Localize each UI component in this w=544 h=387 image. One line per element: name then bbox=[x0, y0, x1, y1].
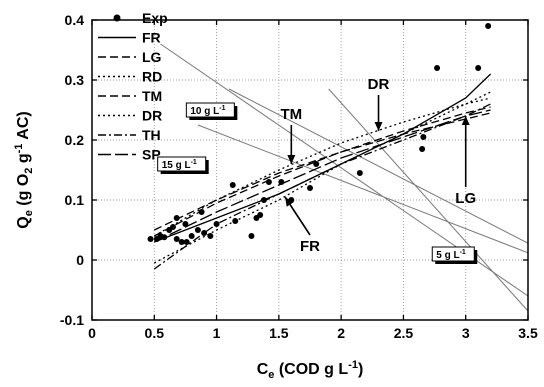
guide-line bbox=[228, 88, 529, 244]
annotation-label: TM bbox=[280, 106, 302, 123]
arrow-head bbox=[285, 197, 294, 207]
experimental-points bbox=[147, 23, 492, 245]
data-point bbox=[213, 221, 220, 227]
data-point bbox=[419, 146, 426, 152]
annotation-lg: LG bbox=[455, 116, 476, 207]
legend-item-rd: RD bbox=[98, 69, 162, 85]
legend-label: RD bbox=[142, 69, 162, 85]
arrow-head bbox=[287, 155, 296, 164]
box-frame bbox=[431, 246, 475, 262]
annotation-label: DR bbox=[368, 76, 390, 93]
series-line-sp bbox=[154, 109, 491, 243]
data-point bbox=[201, 230, 208, 236]
annotation-fr: FR bbox=[284, 196, 320, 255]
box-frame bbox=[157, 156, 207, 172]
x-tick-label: 0.5 bbox=[145, 325, 165, 341]
legend-item-fr: FR bbox=[98, 30, 161, 46]
legend-label: DR bbox=[142, 108, 162, 124]
box-label: 5 g L-1 bbox=[436, 249, 466, 261]
x-tick-label: 3.5 bbox=[518, 325, 538, 341]
x-tick-label: 1.5 bbox=[269, 325, 289, 341]
data-point bbox=[232, 218, 239, 224]
data-point bbox=[278, 179, 285, 185]
data-point bbox=[198, 209, 205, 215]
series-line-tm bbox=[153, 106, 491, 237]
data-point bbox=[173, 236, 180, 242]
axis-ticks: 0 0.5 1 1.5 2 2.5 3 3.5-0.100.10.20.30.4 bbox=[60, 12, 538, 341]
box-label: 10 g L-1 bbox=[190, 105, 225, 117]
legend-label: SP bbox=[142, 147, 161, 163]
arrow-head bbox=[461, 116, 470, 125]
y-tick-label: 0.4 bbox=[65, 12, 85, 28]
data-point bbox=[356, 170, 363, 176]
data-point bbox=[194, 227, 201, 233]
legend-item-exp: Exp bbox=[113, 10, 168, 26]
concentration-label: 15 g L-1 bbox=[157, 156, 209, 174]
legend-marker bbox=[113, 14, 121, 22]
series-line-th bbox=[153, 103, 491, 270]
x-tick-label: 2.5 bbox=[394, 325, 414, 341]
data-point bbox=[178, 239, 185, 245]
legend-label: Exp bbox=[142, 10, 168, 26]
legend-label: FR bbox=[142, 30, 161, 46]
concentration-labels: 10 g L-1 15 g L-1 5 g L-1 bbox=[157, 102, 478, 264]
data-point bbox=[260, 197, 267, 203]
concentration-label: 5 g L-1 bbox=[431, 246, 478, 264]
data-point bbox=[307, 185, 313, 191]
data-point bbox=[257, 212, 264, 218]
series-line-dr bbox=[153, 97, 491, 237]
data-point bbox=[248, 233, 255, 239]
annotation-label: FR bbox=[300, 238, 320, 255]
legend-label: TM bbox=[142, 88, 162, 104]
annotation-tm: TM bbox=[280, 106, 302, 164]
x-tick-label: 3 bbox=[462, 325, 470, 341]
data-point bbox=[229, 182, 236, 188]
concentration-label: 10 g L-1 bbox=[185, 102, 238, 120]
data-point bbox=[265, 179, 272, 185]
data-point bbox=[183, 239, 190, 245]
legend-label: TH bbox=[142, 127, 161, 143]
data-point bbox=[313, 161, 320, 167]
y-tick-label: -0.1 bbox=[60, 312, 84, 328]
plot-frame bbox=[91, 19, 529, 321]
box-frame bbox=[185, 102, 235, 118]
y-tick-label: 0.1 bbox=[65, 192, 85, 208]
guide-lines bbox=[160, 43, 529, 312]
guide-line bbox=[197, 124, 529, 254]
legend-item-sp: SP bbox=[98, 147, 161, 163]
legend: Exp FR LG RD TM DR TH SP bbox=[98, 10, 168, 163]
y-axis-label: Qe (g O2 g-1 AC) bbox=[13, 111, 35, 228]
x-axis-label: Ce (COD g L-1) bbox=[257, 359, 364, 381]
data-point bbox=[169, 224, 176, 230]
arrow-head bbox=[374, 122, 383, 131]
data-point bbox=[161, 234, 168, 241]
legend-item-lg: LG bbox=[98, 49, 162, 65]
data-point bbox=[173, 215, 180, 221]
y-tick-label: 0.3 bbox=[65, 72, 85, 88]
data-point bbox=[207, 233, 214, 239]
data-point bbox=[420, 134, 427, 140]
data-point bbox=[434, 65, 441, 71]
annotation-label: LG bbox=[455, 190, 476, 207]
y-tick-label: 0 bbox=[76, 252, 84, 268]
x-tick-label: 1 bbox=[213, 325, 221, 341]
annotations: TM DR LG FR bbox=[280, 76, 476, 255]
annotation-dr: DR bbox=[368, 76, 390, 131]
x-tick-label: 0 bbox=[88, 325, 96, 341]
box-label: 15 g L-1 bbox=[162, 159, 197, 171]
legend-item-tm: TM bbox=[98, 88, 162, 104]
legend-item-th: TH bbox=[98, 127, 161, 143]
data-point bbox=[475, 65, 482, 71]
data-point bbox=[485, 23, 492, 29]
legend-label: LG bbox=[142, 49, 162, 65]
data-point bbox=[188, 233, 195, 239]
x-tick-label: 2 bbox=[337, 325, 345, 341]
data-point bbox=[147, 236, 154, 242]
data-point bbox=[182, 221, 189, 227]
guide-line bbox=[328, 88, 529, 312]
y-tick-label: 0.2 bbox=[65, 132, 85, 148]
legend-item-dr: DR bbox=[98, 108, 162, 124]
